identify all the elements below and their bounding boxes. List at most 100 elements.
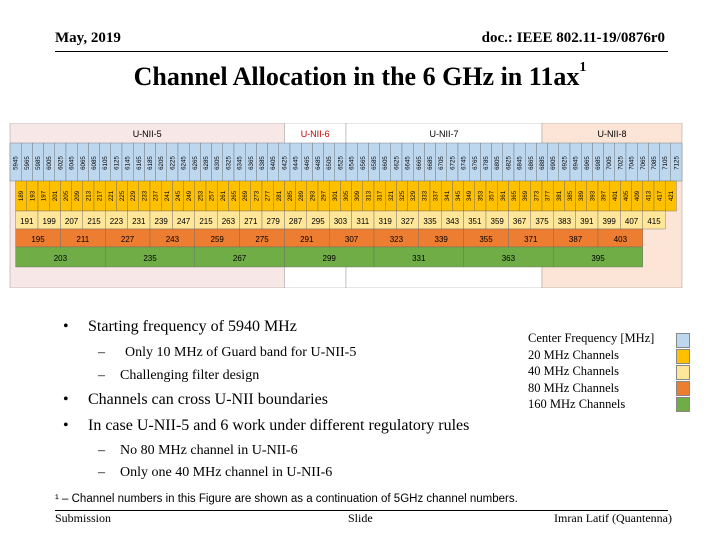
channel-20mhz-label: 377 [545, 190, 552, 201]
bullet-regulatory-rules: In case U-NII-5 and 6 work under differe… [88, 417, 470, 434]
frequency-label: 6165 [136, 156, 143, 170]
frequency-label: 6245 [181, 156, 188, 170]
frequency-label: 6385 [259, 156, 266, 170]
frequency-label: 6465 [304, 156, 311, 170]
channel-20mhz-label: 341 [444, 190, 451, 201]
frequency-label: 6345 [237, 156, 244, 170]
channel-20mhz-label: 297 [321, 190, 328, 201]
channel-20mhz-label: 249 [186, 190, 193, 201]
frequency-label: 6025 [57, 156, 64, 170]
frequency-label: 6305 [214, 156, 221, 170]
channel-20mhz-label: 281 [276, 190, 283, 201]
channel-20mhz-label: 285 [287, 190, 294, 201]
channel-80mhz-label: 403 [614, 235, 628, 244]
frequency-label: 6745 [461, 156, 468, 170]
channel-20mhz-label: 345 [455, 190, 462, 201]
channel-20mhz-label: 397 [601, 190, 608, 201]
channel-40mhz-label: 391 [580, 217, 594, 226]
legend-swatch-20mhz [676, 349, 690, 364]
channel-20mhz-label: 409 [634, 190, 641, 201]
frequency-label: 6145 [125, 156, 132, 170]
channel-20mhz-label: 233 [141, 190, 148, 201]
channel-80mhz-label: 243 [166, 235, 180, 244]
channel-20mhz-label: 305 [343, 190, 350, 201]
band-label-unii6: U-NII-6 [301, 129, 330, 139]
frequency-label: 6525 [337, 156, 344, 170]
header-date: May, 2019 [55, 30, 121, 46]
title-footnote-mark: 1 [579, 60, 587, 75]
channel-20mhz-label: 361 [500, 190, 507, 201]
frequency-label: 6985 [595, 156, 602, 170]
channel-40mhz-label: 327 [401, 217, 415, 226]
channel-20mhz-label: 253 [197, 190, 204, 201]
channel-20mhz-label: 381 [556, 190, 563, 201]
channel-20mhz-label: 257 [209, 190, 216, 201]
channel-allocation-chart: U-NII-5 U-NII-6 U-NII-7 U-NII-8 5945 5965 5985… [9, 123, 683, 288]
channel-20mhz-label: 401 [612, 190, 619, 201]
sub-bullet-one-40mhz: Only one 40 MHz channel in U-NII-6 [120, 465, 333, 480]
channel-40mhz-label: 415 [647, 217, 661, 226]
legend-center-frequency: Center Frequency [MHz] [528, 331, 655, 345]
channel-20mhz-label: 421 [668, 190, 675, 201]
channel-20mhz-label: 245 [175, 190, 182, 201]
channel-160mhz-label: 235 [143, 254, 157, 263]
frequency-label: 7085 [651, 156, 658, 170]
channel-20mhz-label: 329 [410, 190, 417, 201]
channel-40mhz-label: 207 [65, 217, 79, 226]
frequency-label: 5965 [24, 156, 31, 170]
channel-160mhz-label: 363 [502, 254, 516, 263]
frequency-label: 6325 [225, 156, 232, 170]
title-text: Channel Allocation in the 6 GHz in 11ax [133, 62, 580, 91]
dash-mark: – [98, 345, 105, 360]
frequency-label: 6105 [102, 156, 109, 170]
frequency-label: 6605 [382, 156, 389, 170]
legend-swatch-160mhz [676, 397, 690, 412]
frequency-label: 6725 [449, 156, 456, 170]
legend-20mhz: 20 MHz Channels [528, 347, 619, 362]
frequency-label: 6845 [517, 156, 524, 170]
legend-swatch-40mhz [676, 365, 690, 380]
channel-40mhz-label: 287 [289, 217, 303, 226]
channel-20mhz-label: 189 [18, 190, 25, 201]
frequency-label: 6265 [192, 156, 199, 170]
frequency-label: 7025 [617, 156, 624, 170]
channel-20mhz-label: 289 [298, 190, 305, 201]
channel-80mhz-label: 195 [31, 235, 45, 244]
channel-40mhz-label: 191 [20, 217, 34, 226]
channel-40mhz-label: 383 [558, 217, 572, 226]
channel-40mhz-label: 303 [334, 217, 348, 226]
header-doc-id: doc.: IEEE 802.11-19/0876r0 [481, 30, 665, 46]
channel-20mhz-label: 365 [511, 190, 518, 201]
channel-20mhz-label: 373 [533, 190, 540, 201]
legend-swatch-frequency [676, 333, 690, 348]
channel-20mhz-label: 317 [377, 190, 384, 201]
channel-40mhz-label: 215 [199, 217, 213, 226]
footer-rule [55, 510, 668, 511]
frequency-label: 7105 [662, 156, 669, 170]
channel-20mhz-label: 293 [309, 190, 316, 201]
channel-80mhz-label: 307 [345, 235, 359, 244]
frequency-label: 6065 [80, 156, 87, 170]
frequency-label: 6965 [584, 156, 591, 170]
channel-160mhz-label: 299 [323, 254, 337, 263]
channel-80mhz-label: 323 [390, 235, 404, 244]
channel-20mhz-label: 321 [388, 190, 395, 201]
frequency-label: 6765 [472, 156, 479, 170]
channel-40mhz-label: 279 [267, 217, 281, 226]
frequency-label: 6905 [550, 156, 557, 170]
frequency-label: 6945 [573, 156, 580, 170]
channel-40mhz-label: 231 [132, 217, 146, 226]
channel-20mhz-label: 213 [85, 190, 92, 201]
channel-160mhz-cell [553, 246, 644, 268]
channel-80mhz-label: 387 [569, 235, 583, 244]
channel-20mhz-label: 393 [589, 190, 596, 201]
frequency-label: 6585 [371, 156, 378, 170]
bullet-start-frequency: Starting frequency of 5940 MHz [88, 318, 297, 335]
channel-20mhz-label: 221 [108, 190, 115, 201]
channel-20mhz-label: 309 [354, 190, 361, 201]
legend-160mhz: 160 MHz Channels [528, 397, 626, 411]
channel-40mhz-label: 263 [222, 217, 236, 226]
band-label-unii5: U-NII-5 [133, 129, 162, 139]
channel-20mhz-label: 337 [433, 190, 440, 201]
channel-40mhz-label: 319 [379, 217, 393, 226]
